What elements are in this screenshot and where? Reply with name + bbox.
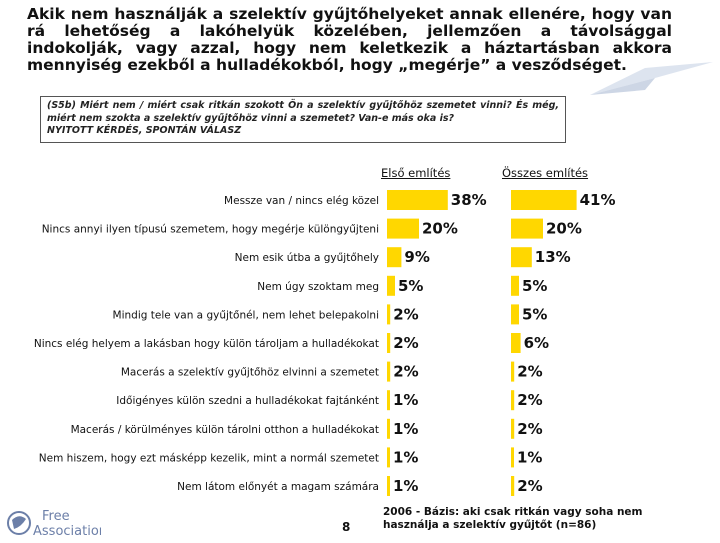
question-note: NYITOTT KÉRDÉS, SPONTÁN VÁLASZ — [47, 125, 242, 136]
value-label-first: 1% — [393, 477, 418, 495]
value-label-all: 2% — [517, 391, 542, 409]
value-label-all: 41% — [580, 191, 616, 209]
footnote: 2006 - Bázis: aki csak ritkán vagy soha … — [383, 506, 643, 531]
value-label-all: 6% — [524, 334, 549, 352]
category-label: Macerás / körülményes külön tárolni otth… — [71, 424, 379, 436]
value-label-first: 1% — [393, 448, 418, 466]
category-label: Nem esik útba a gyűjtőhely — [235, 252, 379, 264]
value-label-all: 2% — [517, 477, 542, 495]
category-label: Mindig tele van a gyűjtőnél, nem lehet b… — [113, 309, 379, 321]
bar-all — [511, 361, 515, 382]
bar-first — [387, 476, 390, 496]
bar-all — [511, 476, 515, 496]
value-label-first: 2% — [393, 305, 418, 323]
bar-first — [387, 361, 391, 382]
bar-all — [511, 390, 515, 411]
value-label-first: 1% — [393, 391, 418, 409]
category-label: Messze van / nincs elég közel — [224, 195, 379, 207]
question-text: (S5b) Miért nem / miért csak ritkán szok… — [47, 100, 559, 124]
value-label-first: 2% — [393, 363, 418, 381]
bar-first — [387, 418, 390, 439]
series-header-all: Összes említés — [502, 166, 589, 180]
series-header-first: Első említés — [381, 166, 451, 180]
headline: Akik nem használják a szelektív gyűjtőhe… — [27, 5, 672, 74]
bar-all — [511, 333, 521, 353]
category-label: Nem látom előnyét a magam számára — [177, 481, 379, 493]
value-label-all: 13% — [535, 248, 571, 266]
category-label: Nincs annyi ilyen típusú szemetem, hogy … — [42, 224, 379, 236]
category-label: Nincs elég helyem a lakásban hogy külön … — [34, 338, 379, 350]
value-label-all: 20% — [546, 220, 582, 238]
bar-first — [387, 390, 390, 411]
value-label-all: 2% — [517, 363, 542, 381]
bar-all — [511, 275, 519, 296]
value-label-first: 1% — [393, 420, 418, 438]
logo: Free Association — [6, 507, 107, 543]
value-label-all: 2% — [517, 420, 542, 438]
value-label-first: 38% — [451, 191, 487, 209]
logo-line1: Free — [42, 509, 70, 524]
paper-plane-icon — [590, 62, 713, 95]
bar-all — [511, 418, 515, 439]
logo-line2: Association — [33, 524, 101, 539]
bar-first — [387, 275, 395, 296]
category-label: Időigényes külön szedni a hulladékokat f… — [116, 395, 379, 407]
bar-first — [387, 218, 419, 239]
bar-all — [511, 218, 543, 239]
category-label: Macerás a szelektív gyűjtőhöz elvinni a … — [121, 367, 379, 379]
category-label: Nem hiszem, hogy ezt másképp kezelik, mi… — [39, 452, 379, 464]
bar-first — [387, 247, 402, 268]
category-label: Nem úgy szoktam meg — [257, 281, 379, 293]
bar-all — [511, 247, 532, 268]
bar-first — [387, 190, 448, 210]
value-label-first: 20% — [422, 220, 458, 238]
bar-all — [511, 190, 577, 210]
value-label-first: 5% — [398, 277, 423, 295]
value-label-all: 5% — [522, 277, 547, 295]
bar-first — [387, 333, 391, 353]
value-label-first: 9% — [404, 248, 429, 266]
bar-all — [511, 304, 519, 325]
value-label-first: 2% — [393, 334, 418, 352]
value-label-all: 5% — [522, 305, 547, 323]
value-label-all: 1% — [517, 448, 542, 466]
bar-first — [387, 447, 390, 468]
bar-first — [387, 304, 391, 325]
question-box: (S5b) Miért nem / miért csak ritkán szok… — [40, 96, 566, 143]
bar-all — [511, 447, 514, 468]
page-number: 8 — [342, 520, 351, 534]
